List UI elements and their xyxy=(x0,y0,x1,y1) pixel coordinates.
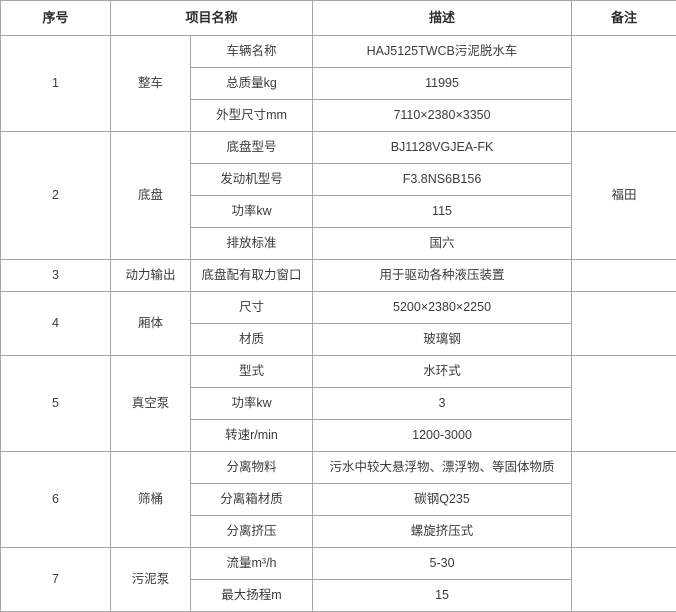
cell-parameter: 车辆名称 xyxy=(191,36,313,68)
cell-description: 污水中较大悬浮物、漂浮物、等固体物质 xyxy=(313,452,572,484)
cell-description: 1200-3000 xyxy=(313,420,572,452)
cell-parameter: 外型尺寸mm xyxy=(191,100,313,132)
cell-parameter: 转速r/min xyxy=(191,420,313,452)
cell-description: 国六 xyxy=(313,228,572,260)
header-desc: 描述 xyxy=(313,1,572,36)
cell-item-name: 污泥泵 xyxy=(111,548,191,612)
cell-remark: 福田 xyxy=(572,132,676,260)
cell-remark xyxy=(572,548,676,612)
cell-description: 用于驱动各种液压装置 xyxy=(313,260,572,292)
cell-description: 7110×2380×3350 xyxy=(313,100,572,132)
cell-parameter: 分离箱材质 xyxy=(191,484,313,516)
cell-description: BJ1128VGJEA-FK xyxy=(313,132,572,164)
cell-description: 115 xyxy=(313,196,572,228)
cell-parameter: 尺寸 xyxy=(191,292,313,324)
cell-sequence: 5 xyxy=(1,356,111,452)
cell-description: 碳钢Q235 xyxy=(313,484,572,516)
cell-remark xyxy=(572,260,676,292)
cell-parameter: 分离物料 xyxy=(191,452,313,484)
cell-item-name: 整车 xyxy=(111,36,191,132)
cell-remark xyxy=(572,36,676,132)
cell-sequence: 3 xyxy=(1,260,111,292)
header-row: 序号 项目名称 描述 备注 xyxy=(1,1,676,36)
cell-parameter: 功率kw xyxy=(191,196,313,228)
cell-description: 15 xyxy=(313,580,572,612)
cell-sequence: 6 xyxy=(1,452,111,548)
cell-description: 5-30 xyxy=(313,548,572,580)
cell-parameter: 材质 xyxy=(191,324,313,356)
cell-parameter: 发动机型号 xyxy=(191,164,313,196)
cell-item-name: 真空泵 xyxy=(111,356,191,452)
cell-item-name: 筛桶 xyxy=(111,452,191,548)
cell-parameter: 最大扬程m xyxy=(191,580,313,612)
cell-parameter: 分离挤压 xyxy=(191,516,313,548)
cell-parameter: 型式 xyxy=(191,356,313,388)
cell-description: 水环式 xyxy=(313,356,572,388)
cell-sequence: 4 xyxy=(1,292,111,356)
cell-parameter: 总质量kg xyxy=(191,68,313,100)
cell-sequence: 2 xyxy=(1,132,111,260)
cell-description: 5200×2380×2250 xyxy=(313,292,572,324)
cell-remark xyxy=(572,452,676,548)
cell-parameter: 功率kw xyxy=(191,388,313,420)
cell-parameter: 底盘型号 xyxy=(191,132,313,164)
cell-item-name: 底盘 xyxy=(111,132,191,260)
cell-parameter: 流量m³/h xyxy=(191,548,313,580)
cell-parameter: 排放标准 xyxy=(191,228,313,260)
cell-description: 3 xyxy=(313,388,572,420)
cell-parameter: 底盘配有取力窗口 xyxy=(191,260,313,292)
cell-description: 螺旋挤压式 xyxy=(313,516,572,548)
cell-item-name: 动力输出 xyxy=(111,260,191,292)
table-header: 序号 项目名称 描述 备注 xyxy=(1,1,676,36)
cell-remark xyxy=(572,292,676,356)
cell-remark xyxy=(572,356,676,452)
cell-description: F3.8NS6B156 xyxy=(313,164,572,196)
cell-sequence: 1 xyxy=(1,36,111,132)
header-seq: 序号 xyxy=(1,1,111,36)
cell-description: 玻璃钢 xyxy=(313,324,572,356)
cell-description: HAJ5125TWCB污泥脱水车 xyxy=(313,36,572,68)
header-item: 项目名称 xyxy=(111,1,313,36)
cell-description: 11995 xyxy=(313,68,572,100)
cell-sequence: 7 xyxy=(1,548,111,612)
cell-item-name: 厢体 xyxy=(111,292,191,356)
header-note: 备注 xyxy=(572,1,676,36)
